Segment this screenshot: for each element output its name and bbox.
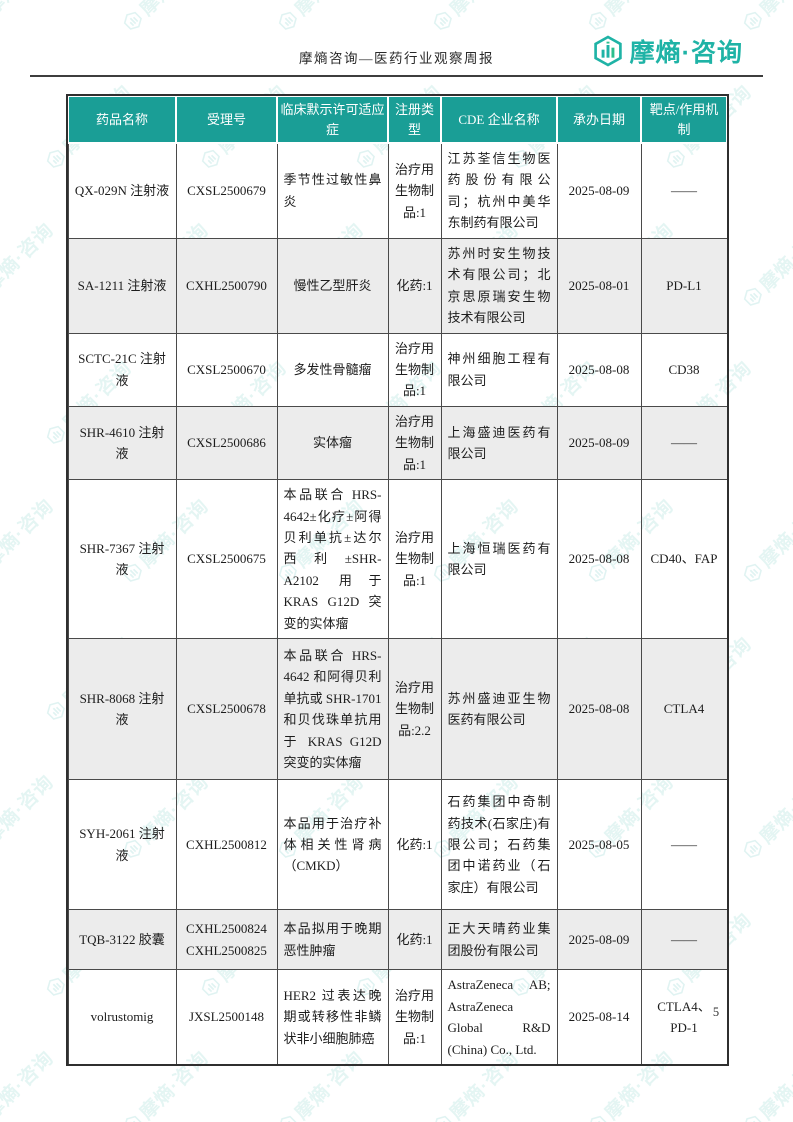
cell-registration-type: 化药:1 — [387, 237, 442, 334]
cell-registration-type: 治疗用生物制品:1 — [387, 142, 442, 239]
cell-company: AstraZeneca AB; AstraZeneca Global R&D (… — [440, 969, 558, 1065]
cell-registration-type: 治疗用生物制品:2.2 — [387, 638, 442, 781]
cell-handling-date: 2025-08-14 — [556, 969, 642, 1065]
brand-hexagon-icon — [593, 35, 622, 67]
cell-handling-date: 2025-08-08 — [556, 638, 642, 781]
table-row: SHR-4610 注射液 CXSL2500686 实体瘤 治疗用生物制品:1 上… — [67, 405, 728, 481]
cell-drug-name: SHR-7367 注射液 — [67, 479, 177, 640]
cell-drug-name: TQB-3122 胶囊 — [67, 909, 177, 971]
cell-company: 上海恒瑞医药有限公司 — [440, 479, 558, 640]
brand-logo-text: 摩熵·咨询 — [629, 39, 743, 67]
cell-indication: 实体瘤 — [276, 405, 389, 481]
report-header-title: 摩熵咨询—医药行业观察周报 — [299, 51, 494, 66]
cell-drug-name: QX-029N 注射液 — [67, 142, 177, 239]
cell-indication: 本品联合 HRS-4642 和阿得贝利单抗或 SHR-1701 和贝伐珠单抗用于… — [276, 638, 389, 781]
cell-target-mechanism: —— — [640, 142, 728, 239]
brand-logo: 摩熵·咨询 — [587, 33, 747, 69]
cell-company: 江苏荃信生物医药股份有限公司；杭州中美华东制药有限公司 — [440, 142, 558, 239]
cell-target-mechanism: CD40、FAP — [640, 479, 728, 640]
cell-registration-type: 化药:1 — [387, 909, 442, 971]
table-header-row: 药品名称 受理号 临床默示许可适应症 注册类型 CDE 企业名称 承办日期 靶点/作用机制 — [67, 95, 728, 144]
cell-acceptance-number: CXHL2500790 — [175, 237, 278, 334]
column-header: 药品名称 — [67, 95, 177, 144]
cell-company: 苏州盛迪亚生物医药有限公司 — [440, 638, 558, 781]
cell-indication: 本品用于治疗补体相关性肾病（CMKD） — [276, 779, 389, 911]
cell-indication: 本品联合 HRS-4642±化疗±阿得贝利单抗±达尔西利±SHR-A2102 用… — [276, 479, 389, 640]
drug-approval-table: 药品名称 受理号 临床默示许可适应症 注册类型 CDE 企业名称 承办日期 靶点/作用机制 … — [66, 94, 729, 1066]
cell-handling-date: 2025-08-09 — [556, 405, 642, 481]
cell-company: 正大天晴药业集团股份有限公司 — [440, 909, 558, 971]
cell-target-mechanism: CTLA4 — [640, 638, 728, 781]
cell-acceptance-number: CXSL2500670 — [175, 332, 278, 407]
cell-registration-type: 治疗用生物制品:1 — [387, 969, 442, 1065]
cell-drug-name: SCTC-21C 注射液 — [67, 332, 177, 407]
cell-handling-date: 2025-08-09 — [556, 142, 642, 239]
cell-indication: 本品拟用于晚期恶性肿瘤 — [276, 909, 389, 971]
cell-handling-date: 2025-08-08 — [556, 479, 642, 640]
cell-acceptance-number: JXSL2500148 — [175, 969, 278, 1065]
column-header: 临床默示许可适应症 — [276, 95, 389, 144]
cell-acceptance-number: CXSL2500678 — [175, 638, 278, 781]
cell-indication: 多发性骨髓瘤 — [276, 332, 389, 407]
table-row: SYH-2061 注射液 CXHL2500812 本品用于治疗补体相关性肾病（C… — [67, 779, 728, 911]
page-number: 5 — [712, 1005, 720, 1019]
cell-company: 石药集团中奇制药技术(石家庄)有限公司；石药集团中诺药业（石家庄）有限公司 — [440, 779, 558, 911]
cell-handling-date: 2025-08-09 — [556, 909, 642, 971]
column-header: 靶点/作用机制 — [640, 95, 728, 144]
cell-drug-name: volrustomig — [67, 969, 177, 1065]
cell-acceptance-number: CXHL2500824 CXHL2500825 — [175, 909, 278, 971]
cell-target-mechanism: CTLA4、PD-1 — [640, 969, 728, 1065]
cell-target-mechanism: —— — [640, 909, 728, 971]
column-header: CDE 企业名称 — [440, 95, 558, 144]
cell-drug-name: SHR-8068 注射液 — [67, 638, 177, 781]
cell-acceptance-number: CXSL2500679 — [175, 142, 278, 239]
cell-target-mechanism: —— — [640, 779, 728, 911]
cell-registration-type: 治疗用生物制品:1 — [387, 405, 442, 481]
table-row: SHR-7367 注射液 CXSL2500675 本品联合 HRS-4642±化… — [67, 479, 728, 640]
cell-indication: 慢性乙型肝炎 — [276, 237, 389, 334]
column-header: 受理号 — [175, 95, 278, 144]
cell-indication: 季节性过敏性鼻炎 — [276, 142, 389, 239]
cell-acceptance-number: CXSL2500686 — [175, 405, 278, 481]
cell-registration-type: 治疗用生物制品:1 — [387, 332, 442, 407]
cell-drug-name: SA-1211 注射液 — [67, 237, 177, 334]
cell-company: 苏州时安生物技术有限公司；北京思原瑞安生物技术有限公司 — [440, 237, 558, 334]
table-row: QX-029N 注射液 CXSL2500679 季节性过敏性鼻炎 治疗用生物制品… — [67, 142, 728, 239]
cell-registration-type: 治疗用生物制品:1 — [387, 479, 442, 640]
table-row: SA-1211 注射液 CXHL2500790 慢性乙型肝炎 化药:1 苏州时安… — [67, 237, 728, 334]
cell-handling-date: 2025-08-05 — [556, 779, 642, 911]
table-row: volrustomig JXSL2500148 HER2 过表达晚期或转移性非鳞… — [67, 969, 728, 1065]
cell-target-mechanism: CD38 — [640, 332, 728, 407]
column-header: 注册类型 — [387, 95, 442, 144]
cell-drug-name: SYH-2061 注射液 — [67, 779, 177, 911]
cell-registration-type: 化药:1 — [387, 779, 442, 911]
cell-target-mechanism: —— — [640, 405, 728, 481]
column-header: 承办日期 — [556, 95, 642, 144]
cell-handling-date: 2025-08-08 — [556, 332, 642, 407]
cell-acceptance-number: CXHL2500812 — [175, 779, 278, 911]
header-divider — [30, 75, 763, 77]
cell-drug-name: SHR-4610 注射液 — [67, 405, 177, 481]
cell-handling-date: 2025-08-01 — [556, 237, 642, 334]
table-row: TQB-3122 胶囊 CXHL2500824 CXHL2500825 本品拟用… — [67, 909, 728, 971]
cell-acceptance-number: CXSL2500675 — [175, 479, 278, 640]
cell-target-mechanism: PD-L1 — [640, 237, 728, 334]
cell-company: 上海盛迪医药有限公司 — [440, 405, 558, 481]
table-row: SHR-8068 注射液 CXSL2500678 本品联合 HRS-4642 和… — [67, 638, 728, 781]
cell-indication: HER2 过表达晚期或转移性非鳞状非小细胞肺癌 — [276, 969, 389, 1065]
cell-company: 神州细胞工程有限公司 — [440, 332, 558, 407]
table-row: SCTC-21C 注射液 CXSL2500670 多发性骨髓瘤 治疗用生物制品:… — [67, 332, 728, 407]
table-body: QX-029N 注射液 CXSL2500679 季节性过敏性鼻炎 治疗用生物制品… — [67, 142, 728, 1065]
